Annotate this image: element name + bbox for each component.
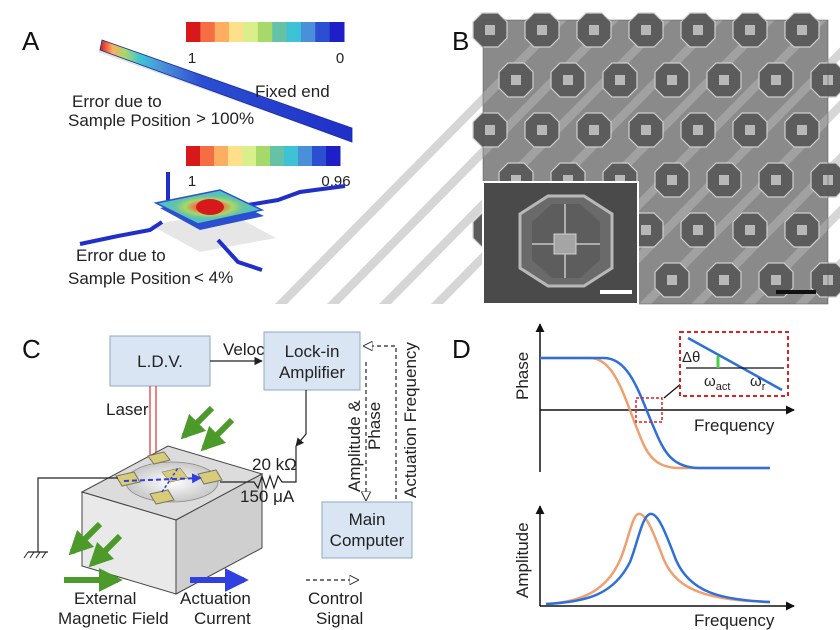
zoom-region-box: [635, 397, 663, 423]
pad-colorbar-swatch: [312, 146, 327, 166]
device-block: [80, 445, 264, 595]
pad-colorbar-swatch: [298, 146, 313, 166]
beam-colorbar-swatch: [300, 22, 316, 42]
panel-a: A 1 0 Fixed end Error due to Sample Posi…: [22, 22, 353, 288]
beam-colorbar-swatch: [186, 22, 201, 42]
inset-delta-theta: Δθ: [682, 349, 700, 366]
sem-micrograph: [275, 12, 840, 305]
lockin-line1: Lock-in: [285, 342, 340, 361]
pad-colorbar-swatch: [200, 146, 215, 166]
sem-inset: [482, 181, 639, 305]
beam-colorbar-swatch: [329, 22, 345, 42]
pad-error-line2: Sample Position: [68, 269, 191, 288]
panel-c-letter: C: [22, 334, 41, 364]
pad-colorbar-swatch: [284, 146, 299, 166]
pad-colorbar-swatch: [326, 146, 341, 166]
beam-colorbar: [186, 22, 345, 42]
pad-error-line1: Error due to: [76, 246, 166, 265]
panel-b-letter: B: [452, 26, 469, 56]
pad-colorbar-swatch: [270, 146, 285, 166]
legend-field-line2: Magnetic Field: [58, 609, 169, 628]
lockin-line2: Amplifier: [279, 363, 345, 382]
inset-omega-r: ωr: [750, 373, 766, 393]
panel-a-letter: A: [22, 26, 40, 56]
amplitude-axis-label: Amplitude: [513, 522, 532, 598]
pad-error-value: < 4%: [194, 268, 233, 287]
pad-colorbar-swatch: [186, 146, 201, 166]
resistor-label: 20 kΩ: [252, 455, 297, 474]
main-scale-bar: [776, 290, 816, 294]
legend: External Magnetic Field Actuation Curren…: [58, 568, 363, 628]
phase-curve-orange: [540, 356, 770, 470]
phase-curve-blue: [540, 356, 770, 470]
lockin-box: [263, 331, 361, 391]
pad-colorbar-swatch: [214, 146, 229, 166]
beam-colorbar-swatch: [257, 22, 273, 42]
phase-inset: Δθ ωact ωr: [679, 331, 789, 397]
amplitude-curve-orange: [545, 512, 771, 606]
actuation-frequency-label: Actuation Frequency: [401, 342, 420, 498]
fixed-end-label: Fixed end: [255, 82, 330, 101]
beam-colorbar-min: 0: [336, 50, 344, 67]
computer-line2: Computer: [330, 531, 405, 550]
pad-colorbar-swatch: [242, 146, 257, 166]
panel-c: C L.D.V. Velocity Lock-in Amplifier Lase…: [22, 331, 420, 628]
current-label: 150 μA: [240, 487, 295, 506]
legend-current-line2: Current: [194, 609, 251, 628]
beam-error-line1: Error due to: [72, 92, 162, 111]
beam-colorbar-swatch: [214, 22, 230, 42]
legend-field-line1: External: [74, 589, 136, 608]
legend-control-line1: Control: [308, 589, 363, 608]
beam-colorbar-max: 1: [188, 50, 196, 67]
beam-colorbar-swatch: [229, 22, 244, 42]
phase-axis-label: Phase: [513, 352, 532, 400]
beam-colorbar-swatch: [286, 22, 302, 42]
ldv-label: L.D.V.: [137, 352, 183, 371]
beam-colorbar-swatch: [243, 22, 259, 42]
pad-colorbar-swatch: [256, 146, 271, 166]
pad-colorbar: [186, 146, 341, 166]
cantilever-beam: [98, 39, 353, 143]
beam-error-value: > 100%: [196, 109, 254, 128]
laser-label: Laser: [106, 400, 149, 419]
magnetic-field-arrows: [68, 405, 235, 568]
computer-box: [321, 501, 413, 559]
phase-frequency-label: Frequency: [694, 416, 775, 435]
beam-colorbar-swatch: [272, 22, 288, 42]
ldv-box: [109, 335, 211, 387]
inset-omega-act: ωact: [704, 373, 730, 393]
panel-d: D Phase Frequency Δθ ωact ωr Amplitude F…: [452, 323, 795, 630]
pad-colorbar-max: 1: [188, 173, 196, 190]
beam-error-line2: Sample Position: [68, 111, 191, 130]
computer-line1: Main: [349, 510, 386, 529]
amplitude-frequency-label: Frequency: [694, 611, 775, 630]
beam-colorbar-swatch: [315, 22, 331, 42]
amp-phase-line1: Amplitude &: [345, 400, 364, 492]
legend-control-line2: Signal: [316, 609, 363, 628]
amplitude-curve-blue: [545, 512, 771, 606]
inset-scale-bar: [600, 290, 632, 294]
beam-colorbar-swatch: [200, 22, 216, 42]
panel-d-letter: D: [452, 334, 471, 364]
paddle-device: [79, 172, 346, 272]
amp-phase-line2: Phase: [365, 402, 384, 450]
pad-colorbar-swatch: [228, 146, 243, 166]
legend-current-line1: Actuation: [180, 589, 251, 608]
